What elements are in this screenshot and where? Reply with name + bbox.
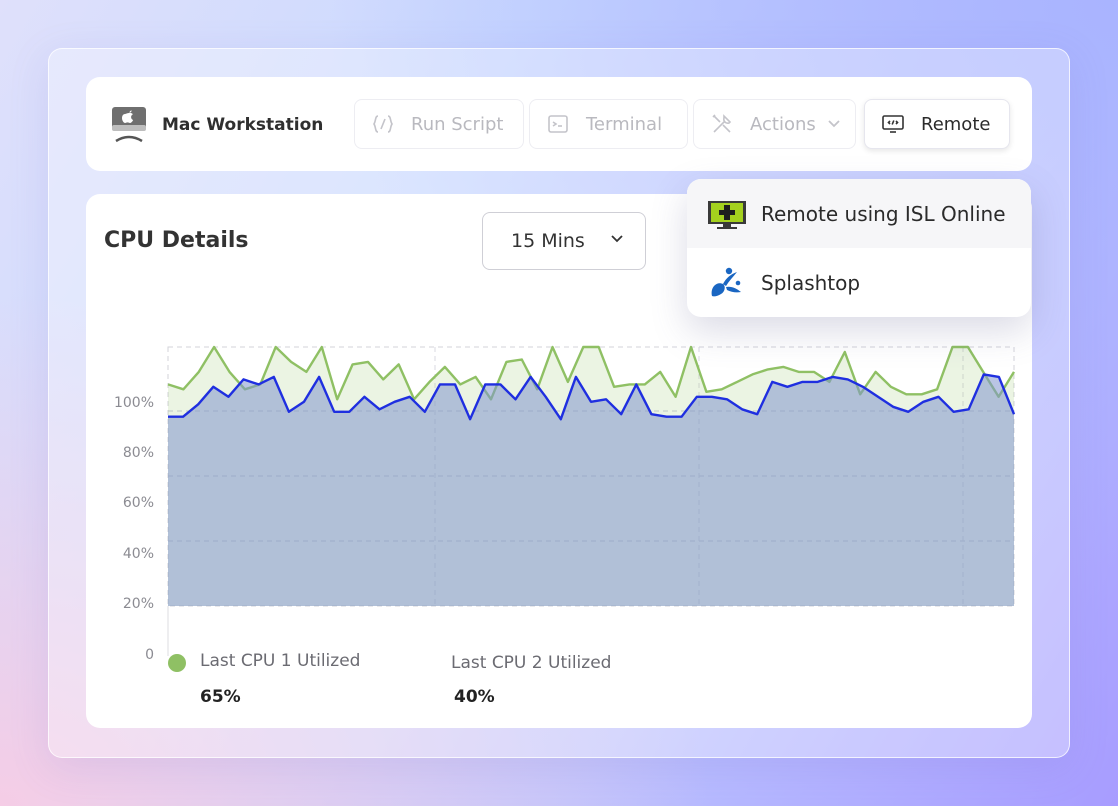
tools-icon	[712, 114, 732, 133]
y-tick-label: 20%	[122, 596, 154, 612]
cpu-details-card: CPU Details 15 Mins 100% 80% 60% 40% 20%…	[86, 194, 1032, 728]
apple-computer-icon	[112, 107, 146, 143]
cpu-details-title: CPU Details	[104, 228, 249, 253]
chevron-down-icon	[828, 120, 840, 128]
device-name: Mac Workstation	[162, 115, 324, 135]
cpu1-legend-dot	[168, 654, 186, 672]
splashtop-label: Splashtop	[761, 270, 861, 295]
actions-dropdown-button[interactable]: Actions	[693, 99, 856, 149]
terminal-label: Terminal	[586, 113, 663, 135]
series-line-2	[168, 373, 1016, 421]
remote-isl-online-option[interactable]: Remote using ISL Online	[687, 179, 1031, 248]
remote-screen-icon	[882, 115, 904, 133]
code-braces-icon	[373, 115, 393, 133]
y-tick-label: 80%	[122, 445, 154, 461]
isl-online-label: Remote using ISL Online	[761, 201, 1006, 226]
cpu2-value: 40%	[454, 687, 495, 707]
y-tick-label: 0	[145, 647, 154, 663]
time-range-value: 15 Mins	[511, 230, 585, 252]
series-line-1	[167, 345, 1016, 401]
run-script-button[interactable]: Run Script	[354, 99, 524, 149]
remote-dropdown-button[interactable]: Remote	[864, 99, 1010, 149]
splashtop-icon	[711, 267, 741, 296]
y-tick-label: 40%	[122, 546, 154, 562]
device-header: Mac Workstation	[110, 105, 323, 145]
y-tick-label: 100%	[113, 395, 154, 411]
cpu2-legend-label: Last CPU 2 Utilized	[451, 653, 612, 673]
isl-online-icon	[708, 200, 746, 229]
y-tick-label: 60%	[122, 495, 154, 511]
actions-label: Actions	[750, 113, 816, 135]
run-script-label: Run Script	[411, 113, 504, 135]
cpu1-value: 65%	[200, 687, 241, 707]
time-range-select[interactable]: 15 Mins	[482, 212, 646, 270]
cpu1-legend-label: Last CPU 1 Utilized	[200, 651, 361, 671]
terminal-button[interactable]: Terminal	[529, 99, 688, 149]
chevron-down-icon	[611, 235, 623, 243]
terminal-icon	[548, 115, 568, 133]
series-area-2	[168, 374, 1014, 606]
remote-splashtop-option[interactable]: Splashtop	[687, 248, 1031, 317]
cpu-utilization-chart	[167, 345, 1016, 656]
device-toolbar: Mac Workstation Run Script Terminal Acti…	[86, 77, 1032, 171]
remote-label: Remote	[921, 113, 991, 135]
remote-options-menu: Remote using ISL Online Splashtop	[687, 179, 1031, 317]
